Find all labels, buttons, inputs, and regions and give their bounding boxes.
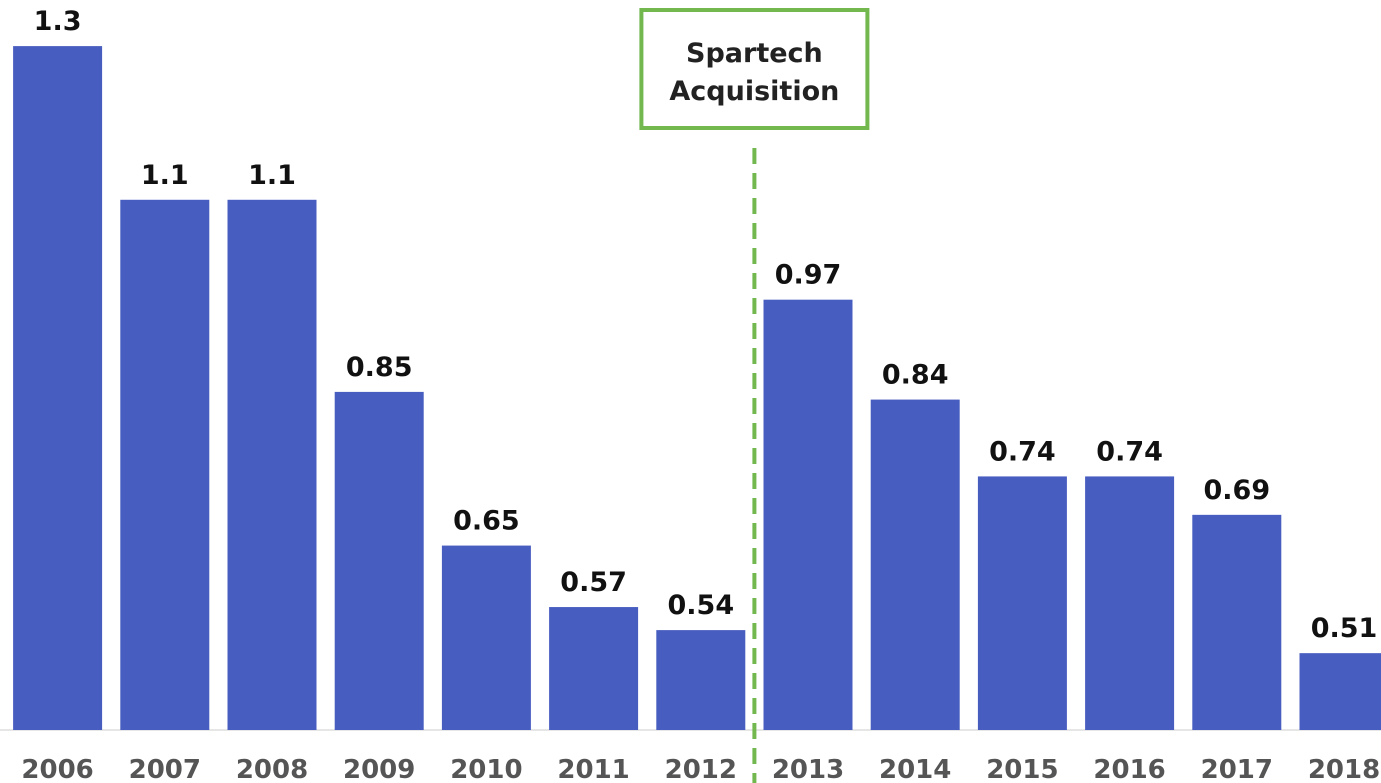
x-tick-label: 2006 [21,755,93,783]
x-tick-label: 2010 [450,755,522,783]
value-label: 0.69 [1203,475,1270,506]
value-label: 0.65 [453,506,520,537]
x-tick-label: 2013 [772,755,844,783]
annotation-box [639,8,870,130]
annotation-text: Acquisition [669,76,839,107]
value-label: 0.51 [1311,613,1378,644]
annotation-text: Spartech [686,38,823,69]
x-tick-label: 2011 [557,755,629,783]
x-tick-label: 2018 [1308,755,1380,783]
value-label: 0.74 [1096,436,1163,467]
value-label: 0.97 [775,260,842,291]
bar [977,476,1067,730]
x-tick-label: 2008 [236,755,308,783]
x-tick-label: 2017 [1201,755,1273,783]
bar [334,391,424,730]
x-tick-label: 2012 [665,755,737,783]
bar [549,607,639,730]
value-label: 0.85 [346,352,413,383]
bar [656,630,746,730]
value-label: 1.3 [34,6,82,37]
bar [441,545,531,730]
bar [1085,476,1175,730]
x-tick-label: 2007 [129,755,201,783]
value-label: 0.74 [989,436,1056,467]
x-tick-label: 2016 [1093,755,1165,783]
x-tick-label: 2015 [986,755,1058,783]
bar [763,299,853,730]
bar [120,199,210,730]
x-tick-label: 2014 [879,755,951,783]
bar [227,199,317,730]
value-label: 0.57 [560,567,627,598]
bar [870,399,960,730]
bar [13,46,103,730]
value-label: 0.54 [667,590,734,621]
bar [1299,653,1381,730]
value-label: 0.84 [882,360,949,391]
x-tick-label: 2009 [343,755,415,783]
bar [1192,514,1282,730]
value-label: 1.1 [248,160,296,191]
value-label: 1.1 [141,160,189,191]
